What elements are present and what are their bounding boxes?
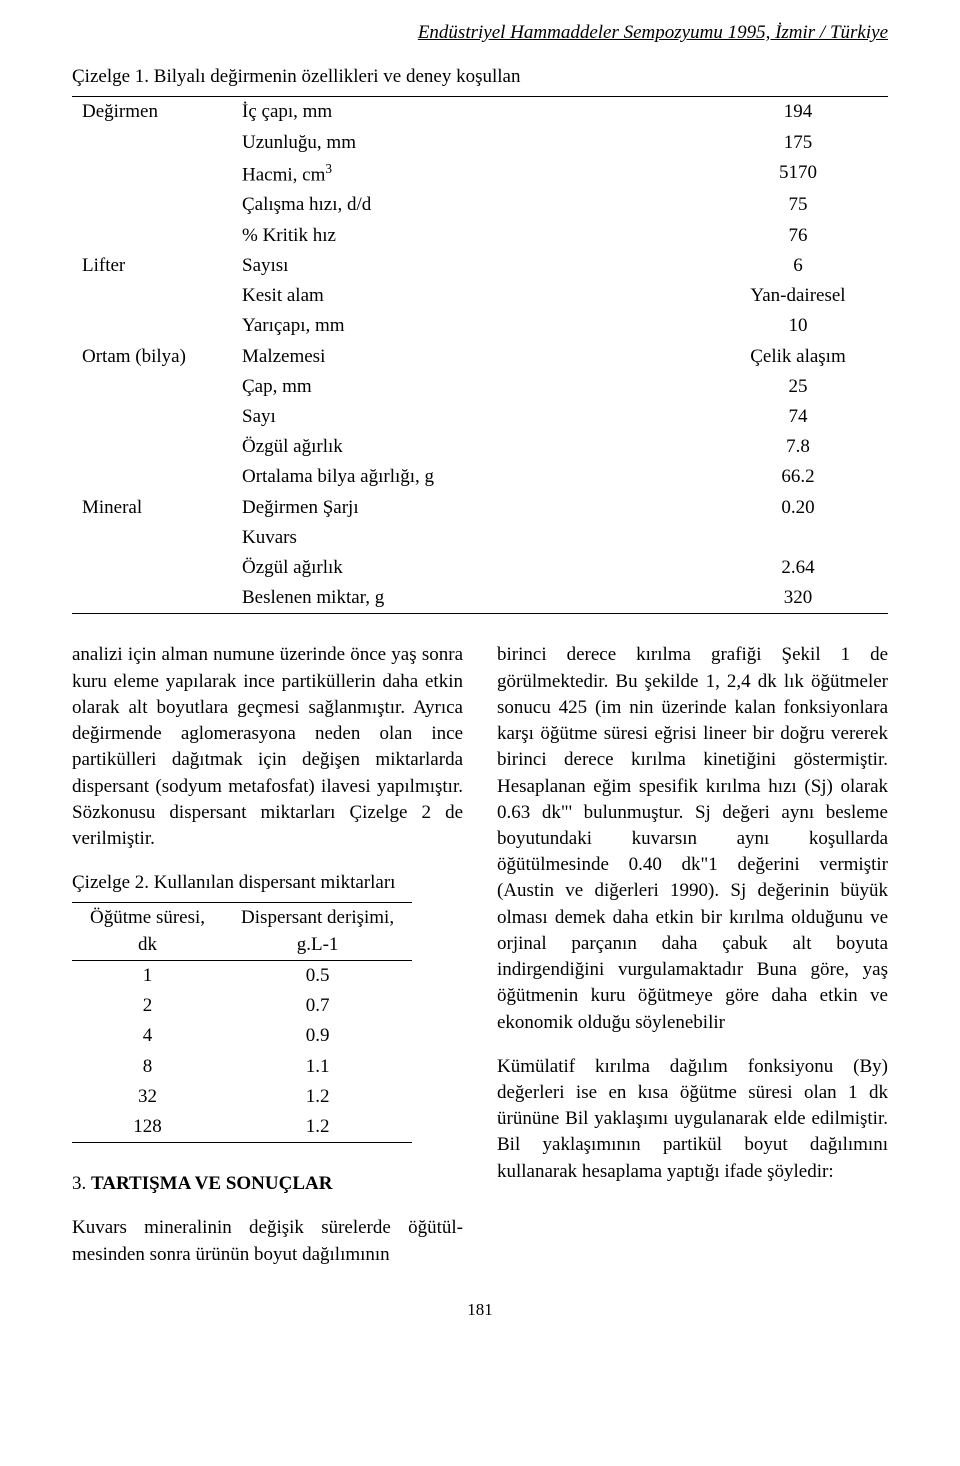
- cell: Malzemesi: [232, 342, 708, 372]
- cell: 0.20: [708, 493, 888, 523]
- table2-caption: Çizelge 2. Kullanılan dispersant miktarl…: [72, 870, 463, 896]
- cell: Sayısı: [232, 251, 708, 281]
- cell: 4: [72, 1021, 223, 1051]
- cell: Uzunluğu, mm: [232, 128, 708, 158]
- table-2: Öğütme süresi,dk Dispersant derişimi,g.L…: [72, 902, 412, 1143]
- section-heading: 3. TARTIŞMA VE SONUÇLAR: [72, 1171, 463, 1197]
- cell: 76: [708, 221, 888, 251]
- cell: Lifter: [72, 251, 232, 281]
- cell: Dispersant derişimi,g.L-1: [223, 903, 412, 960]
- cell: 25: [708, 372, 888, 402]
- cell: 128: [72, 1112, 223, 1143]
- cell: 194: [708, 97, 888, 128]
- table-row: Kuvars: [72, 523, 888, 553]
- cell: Çap, mm: [232, 372, 708, 402]
- cell: 0.9: [223, 1021, 412, 1051]
- cell: Özgül ağırlık: [232, 553, 708, 583]
- cell: [708, 523, 888, 553]
- cell: 8: [72, 1052, 223, 1082]
- cell: 0.7: [223, 991, 412, 1021]
- cell: 320: [708, 583, 888, 614]
- table-row: Uzunluğu, mm 175: [72, 128, 888, 158]
- cell: 175: [708, 128, 888, 158]
- cell: Kesit alam: [232, 281, 708, 311]
- two-column-body: analizi için alman numune üzerinde önce …: [72, 642, 888, 1285]
- table-row: Ortalama bilya ağırlığı, g 66.2: [72, 462, 888, 492]
- cell: Çalışma hızı, d/d: [232, 190, 708, 220]
- cell: Kuvars: [232, 523, 708, 553]
- cell: 7.8: [708, 432, 888, 462]
- table-row: Ortam (bilya) Malzemesi Çelik alaşım: [72, 342, 888, 372]
- paragraph: Kuvars mineralinin değişik sürelerde öğü…: [72, 1215, 463, 1267]
- cell: 1: [72, 960, 223, 991]
- cell: 6: [708, 251, 888, 281]
- cell: İç çapı, mm: [232, 97, 708, 128]
- cell: % Kritik hız: [232, 221, 708, 251]
- table-row: 128 1.2: [72, 1112, 412, 1143]
- page-header: Endüstriyel Hammaddeler Sempozyumu 1995,…: [72, 20, 888, 46]
- left-column: analizi için alman numune üzerinde önce …: [72, 642, 463, 1285]
- cell: Yan-dairesel: [708, 281, 888, 311]
- cell: Ortam (bilya): [72, 342, 232, 372]
- table-row: 1 0.5: [72, 960, 412, 991]
- cell: Çelik alaşım: [708, 342, 888, 372]
- cell: 0.5: [223, 960, 412, 991]
- cell: 1.1: [223, 1052, 412, 1082]
- table-row: Lifter Sayısı 6: [72, 251, 888, 281]
- cell: Mineral: [72, 493, 232, 523]
- table-row: 4 0.9: [72, 1021, 412, 1051]
- table-row: Hacmi, cm3 5170: [72, 158, 888, 191]
- table-row: Çap, mm 25: [72, 372, 888, 402]
- table-row: % Kritik hız 76: [72, 221, 888, 251]
- cell: 2: [72, 991, 223, 1021]
- cell: 2.64: [708, 553, 888, 583]
- paragraph: analizi için alman numune üzerinde önce …: [72, 642, 463, 852]
- paragraph: birinci derece kırılma grafiği Şekil 1 d…: [497, 642, 888, 1035]
- cell: 1.2: [223, 1082, 412, 1112]
- table-row: Mineral Değirmen Şarjı 0.20: [72, 493, 888, 523]
- table-row: Sayı 74: [72, 402, 888, 432]
- cell: Değirmen: [72, 97, 232, 128]
- table-row: Özgül ağırlık 7.8: [72, 432, 888, 462]
- paragraph: Kümülatif kırılma dağılım fonksiyonu (By…: [497, 1054, 888, 1185]
- cell: 1.2: [223, 1112, 412, 1143]
- table-row: Beslenen miktar, g 320: [72, 583, 888, 614]
- cell: 32: [72, 1082, 223, 1112]
- table-row: 32 1.2: [72, 1082, 412, 1112]
- table-1: Değirmen İç çapı, mm 194 Uzunluğu, mm 17…: [72, 96, 888, 614]
- superscript: 3: [325, 161, 332, 176]
- cell: Sayı: [232, 402, 708, 432]
- right-column: birinci derece kırılma grafiği Şekil 1 d…: [497, 642, 888, 1285]
- cell: Özgül ağırlık: [232, 432, 708, 462]
- table-row: Kesit alam Yan-dairesel: [72, 281, 888, 311]
- cell: Öğütme süresi,dk: [72, 903, 223, 960]
- table-row: Değirmen İç çapı, mm 194: [72, 97, 888, 128]
- cell: 10: [708, 311, 888, 341]
- table-row: Özgül ağırlık 2.64: [72, 553, 888, 583]
- cell: Ortalama bilya ağırlığı, g: [232, 462, 708, 492]
- cell: Beslenen miktar, g: [232, 583, 708, 614]
- cell: 74: [708, 402, 888, 432]
- table1-caption: Çizelge 1. Bilyalı değirmenin özellikler…: [72, 64, 888, 90]
- cell: 75: [708, 190, 888, 220]
- cell: Değirmen Şarjı: [232, 493, 708, 523]
- cell: Hacmi, cm3: [232, 158, 708, 191]
- table-header-row: Öğütme süresi,dk Dispersant derişimi,g.L…: [72, 903, 412, 960]
- table-row: Yarıçapı, mm 10: [72, 311, 888, 341]
- table-row: Çalışma hızı, d/d 75: [72, 190, 888, 220]
- cell: 5170: [708, 158, 888, 191]
- page-number: 181: [72, 1298, 888, 1321]
- table-row: 8 1.1: [72, 1052, 412, 1082]
- table-row: 2 0.7: [72, 991, 412, 1021]
- cell: Yarıçapı, mm: [232, 311, 708, 341]
- cell: 66.2: [708, 462, 888, 492]
